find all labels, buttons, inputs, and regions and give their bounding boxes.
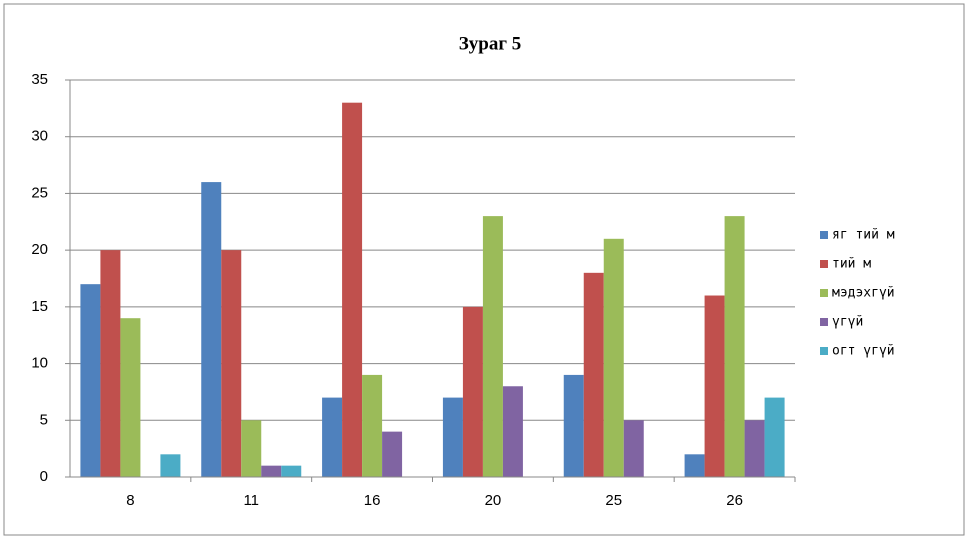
x-tick-label: 26 (726, 492, 743, 509)
bar (80, 284, 101, 477)
chart-title: Зураг 5 (459, 33, 521, 54)
y-tick-label: 20 (31, 241, 48, 258)
bar (563, 374, 584, 477)
bar (382, 431, 403, 477)
bar (100, 250, 121, 477)
y-tick-label: 35 (31, 71, 48, 88)
legend-swatch (820, 347, 828, 355)
bar (623, 420, 644, 477)
legend-label: мэдэхгүй (832, 286, 895, 301)
y-tick-label: 30 (31, 128, 48, 145)
bar (462, 306, 483, 477)
legend-swatch (820, 289, 828, 297)
bar (261, 465, 282, 477)
legend-label: огт үгүй (832, 344, 895, 359)
bar (684, 454, 705, 477)
legend-label: тий м (832, 257, 871, 272)
bar (744, 420, 765, 477)
y-tick-label: 10 (31, 355, 48, 372)
bar (583, 272, 604, 477)
y-tick-label: 0 (40, 468, 48, 485)
y-tick-label: 25 (31, 184, 48, 201)
legend-label: үгүй (832, 315, 863, 330)
y-tick-label: 5 (40, 411, 48, 428)
bar (221, 250, 242, 477)
bar (241, 420, 262, 477)
bar (322, 397, 343, 477)
bar (603, 238, 624, 477)
y-tick-label: 15 (31, 298, 48, 315)
bar (502, 386, 523, 477)
bar (342, 102, 363, 477)
bar (442, 397, 463, 477)
bar (362, 374, 383, 477)
bar (764, 397, 785, 477)
legend-swatch (820, 318, 828, 326)
bar (704, 295, 725, 477)
legend-swatch (820, 260, 828, 268)
bar (281, 465, 302, 477)
legend-label: яг тий м (832, 228, 895, 243)
x-tick-label: 25 (605, 492, 622, 509)
bar (724, 216, 745, 477)
legend-swatch (820, 231, 828, 239)
bar (201, 182, 222, 478)
bar (482, 216, 503, 477)
bar (120, 318, 141, 477)
bar (160, 454, 181, 477)
x-tick-label: 8 (126, 492, 134, 509)
x-tick-label: 16 (364, 492, 381, 509)
x-tick-label: 11 (243, 492, 259, 509)
x-tick-label: 20 (485, 492, 502, 509)
